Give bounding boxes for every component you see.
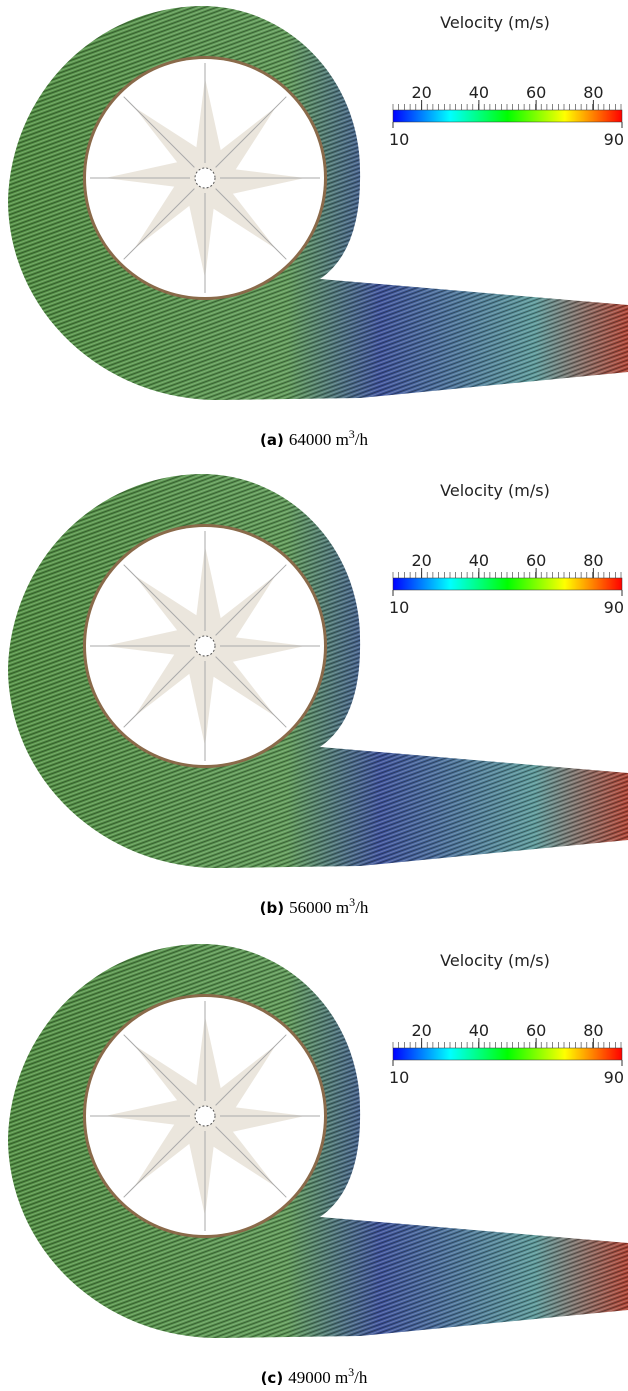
caption-label: (c)	[261, 1369, 284, 1387]
caption-label: (b)	[260, 899, 284, 917]
colorbar-tick-label: 80	[583, 83, 603, 102]
colorbar-title: Velocity (m/s)	[440, 951, 550, 970]
hub	[195, 168, 215, 188]
colorbar-title: Velocity (m/s)	[440, 13, 550, 32]
caption-suffix: /h	[355, 430, 369, 449]
colorbar-tick-label: 20	[411, 1021, 431, 1040]
caption-suffix: /h	[354, 1368, 368, 1387]
caption: (a)64000 m3/h	[260, 427, 369, 449]
caption-label: (a)	[260, 431, 284, 449]
colorbar	[393, 110, 622, 122]
panel: Velocity (m/s) 20 40 60 80 10 90 (c)49000 m3/h	[8, 944, 628, 1387]
colorbar-tick-label: 80	[583, 1021, 603, 1040]
colorbar	[393, 1048, 622, 1060]
colorbar-tick-label: 80	[583, 551, 603, 570]
colorbar	[393, 578, 622, 590]
colorbar-min: 10	[389, 1068, 409, 1087]
hub	[195, 1106, 215, 1126]
colorbar-tick-label: 60	[526, 83, 546, 102]
colorbar-min: 10	[389, 130, 409, 149]
colorbar-max: 90	[604, 1068, 624, 1087]
caption-text: 64000 m	[289, 430, 349, 449]
caption: (c)49000 m3/h	[261, 1365, 368, 1387]
colorbar-tick-label: 60	[526, 551, 546, 570]
caption-text: 49000 m	[288, 1368, 348, 1387]
colorbar-min: 10	[389, 598, 409, 617]
caption: (b)56000 m3/h	[260, 895, 369, 917]
colorbar-tick-label: 20	[411, 83, 431, 102]
colorbar-tick-label: 40	[469, 551, 489, 570]
colorbar-max: 90	[604, 130, 624, 149]
colorbar-tick-label: 20	[411, 551, 431, 570]
colorbar-title: Velocity (m/s)	[440, 481, 550, 500]
figure: Velocity (m/s)204060801090(a)64000 m3/hV…	[0, 0, 628, 1391]
colorbar-tick-label: 40	[469, 1021, 489, 1040]
colorbar-max: 90	[604, 598, 624, 617]
colorbar-tick-label: 40	[469, 83, 489, 102]
caption-text: 56000 m	[289, 898, 349, 917]
colorbar-tick-label: 60	[526, 1021, 546, 1040]
caption-suffix: /h	[355, 898, 369, 917]
hub	[195, 636, 215, 656]
